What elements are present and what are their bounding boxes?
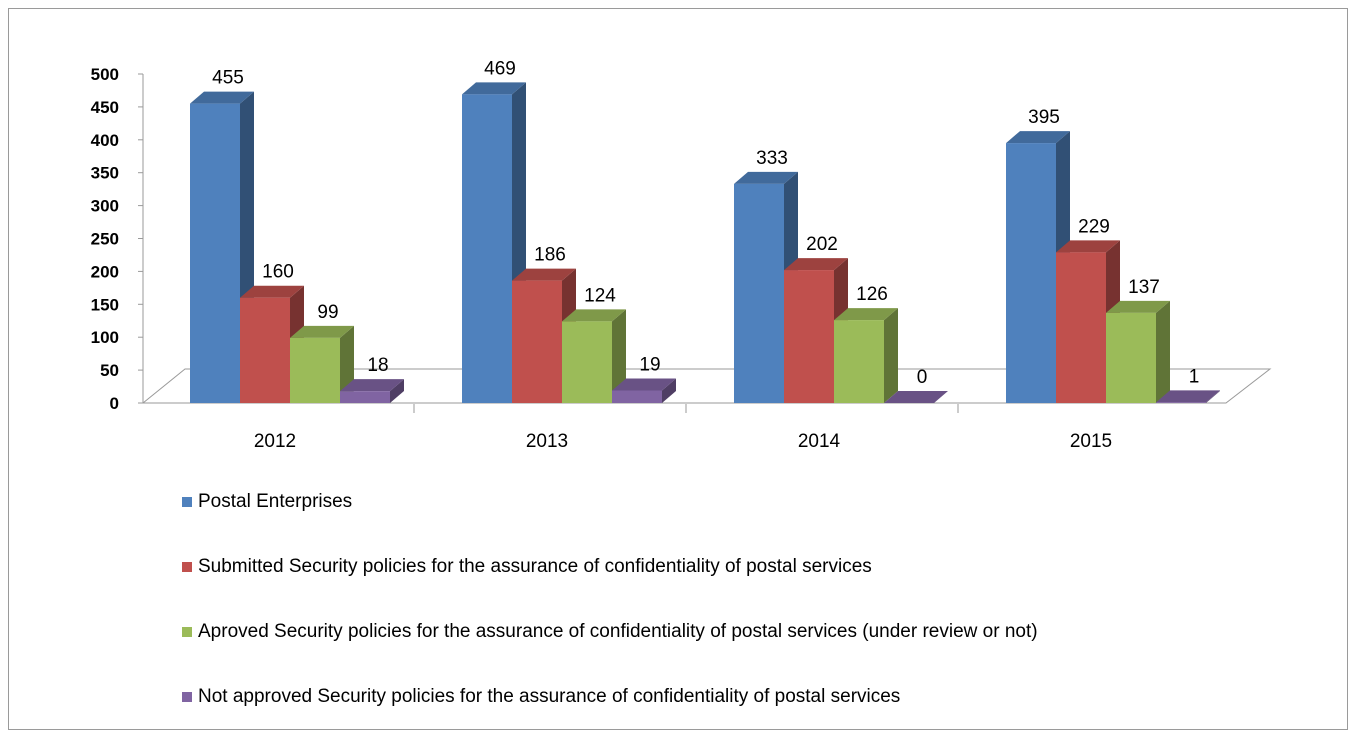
bar-front xyxy=(240,297,290,403)
y-tick-label: 400 xyxy=(91,131,119,150)
bar xyxy=(612,378,676,403)
bar xyxy=(1106,300,1170,403)
bars xyxy=(190,82,1220,404)
legend-swatch xyxy=(182,497,192,507)
y-tick-label: 200 xyxy=(91,262,119,281)
bar-top xyxy=(190,91,254,104)
data-label: 18 xyxy=(367,355,388,376)
data-label: 202 xyxy=(806,234,838,255)
legend-item: Postal Enterprises xyxy=(182,490,352,514)
bar-front xyxy=(1106,312,1156,403)
bar-front xyxy=(1006,143,1056,403)
bar-front xyxy=(784,270,834,403)
data-label: 19 xyxy=(639,354,660,375)
bar xyxy=(884,391,948,403)
data-label: 137 xyxy=(1128,277,1160,298)
x-tick-label: 2015 xyxy=(1070,431,1112,452)
bar-front xyxy=(1156,402,1206,403)
data-label: 469 xyxy=(484,58,516,79)
x-tick-label: 2013 xyxy=(526,431,568,452)
bar-front xyxy=(1056,252,1106,403)
y-tick-label: 500 xyxy=(91,65,119,84)
bar-top xyxy=(240,285,304,298)
y-tick-label: 50 xyxy=(100,361,119,380)
y-tick-label: 300 xyxy=(91,197,119,216)
legend-swatch xyxy=(182,692,192,702)
bar-side xyxy=(612,309,626,403)
bar-front xyxy=(834,320,884,403)
y-tick-label: 450 xyxy=(91,98,119,117)
data-label: 124 xyxy=(584,285,616,306)
x-axis: 2012 2013 2014 2015 xyxy=(254,431,1112,452)
legend-label: Postal Enterprises xyxy=(198,491,353,512)
bar-front xyxy=(290,337,340,403)
bar-top xyxy=(612,378,676,391)
y-tick-label: 350 xyxy=(91,164,119,183)
bar xyxy=(512,268,576,403)
legend-item: Aproved Security policies for the assura… xyxy=(182,620,1038,644)
bar-top xyxy=(784,258,848,271)
data-label: 0 xyxy=(917,367,928,388)
bar-front xyxy=(562,321,612,403)
legend-label: Submitted Security policies for the assu… xyxy=(198,556,872,577)
bar-top xyxy=(1006,131,1070,144)
x-tick-label: 2014 xyxy=(798,431,841,452)
y-tick-label: 250 xyxy=(91,230,119,249)
bar-top xyxy=(562,309,626,322)
data-label: 160 xyxy=(262,262,294,283)
data-label: 186 xyxy=(534,245,566,266)
data-label: 1 xyxy=(1189,366,1200,387)
bar-top xyxy=(1106,300,1170,313)
bar-side xyxy=(884,308,898,403)
bar-side xyxy=(1156,300,1170,403)
data-label: 395 xyxy=(1028,107,1060,128)
data-label: 455 xyxy=(212,68,244,89)
bar-side xyxy=(662,378,676,403)
bar xyxy=(340,379,404,403)
bar xyxy=(562,309,626,403)
bar-side xyxy=(1206,390,1220,403)
bar-front xyxy=(462,94,512,403)
data-labels: 455 160 99 18 469 186 124 19 333 202 126 0 395 229 137… xyxy=(212,58,1199,388)
y-tick-label: 150 xyxy=(91,295,119,314)
bar xyxy=(834,308,898,403)
data-label: 99 xyxy=(317,302,338,323)
bar xyxy=(1156,390,1220,403)
legend-label: Not approved Security policies for the a… xyxy=(198,686,901,707)
bar xyxy=(290,325,354,403)
data-label: 229 xyxy=(1078,216,1110,237)
legend-label: Aproved Security policies for the assura… xyxy=(198,621,1038,642)
y-tick-label: 0 xyxy=(110,394,119,413)
legend-swatch xyxy=(182,562,192,572)
bar-front xyxy=(734,183,784,403)
legend-item: Submitted Security policies for the assu… xyxy=(182,555,872,579)
bar-top xyxy=(340,379,404,392)
bar-front xyxy=(340,391,390,403)
bar-top xyxy=(462,82,526,95)
x-tick-label: 2012 xyxy=(254,431,296,452)
bar-side xyxy=(390,379,404,403)
y-tick-label: 100 xyxy=(91,328,119,347)
legend-swatch xyxy=(182,627,192,637)
bar-top xyxy=(512,268,576,281)
legend-item: Not approved Security policies for the a… xyxy=(182,685,900,709)
bar-front xyxy=(512,280,562,403)
bar-top xyxy=(290,325,354,338)
bar-top xyxy=(1156,390,1220,403)
data-label: 333 xyxy=(756,148,788,169)
bar-top xyxy=(884,391,948,403)
data-label: 126 xyxy=(856,284,888,305)
bar-top xyxy=(1056,240,1120,253)
bar-top xyxy=(834,308,898,321)
y-axis: 0 50 100 150 200 250 300 350 400 450 500 xyxy=(91,65,144,413)
bar-top xyxy=(734,171,798,184)
bar-front xyxy=(612,390,662,403)
bar-front xyxy=(190,103,240,404)
